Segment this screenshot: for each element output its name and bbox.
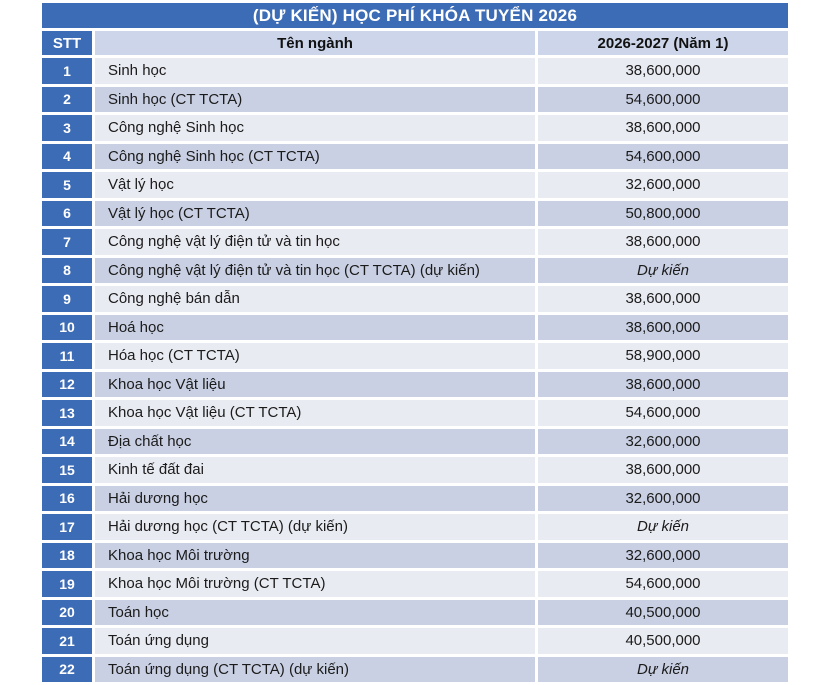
major-name-cell: Khoa học Vật liệu xyxy=(95,371,535,397)
fee-value-cell: 38,600,000 xyxy=(538,371,788,397)
row-number-cell: 14 xyxy=(42,428,92,454)
row-number-cell: 10 xyxy=(42,314,92,340)
fee-table: (DỰ KIẾN) HỌC PHÍ KHÓA TUYỂN 2026 STT Tê… xyxy=(42,3,788,685)
fee-value-cell: 32,600,000 xyxy=(538,172,788,198)
row-number-cell: 19 xyxy=(42,571,92,597)
fee-value-cell: Dự kiến xyxy=(538,257,788,283)
major-name-cell: Công nghệ vật lý điện tử và tin học xyxy=(95,229,535,255)
major-name-cell: Khoa học Môi trường xyxy=(95,542,535,568)
major-name-cell: Hải dương học (CT TCTA) (dự kiến) xyxy=(95,514,535,540)
fee-value-cell: 38,600,000 xyxy=(538,58,788,84)
major-name-cell: Kinh tế đất đai xyxy=(95,457,535,483)
fee-value-cell: 38,600,000 xyxy=(538,115,788,141)
row-number-cell: 1 xyxy=(42,58,92,84)
row-number-cell: 12 xyxy=(42,371,92,397)
fee-value-cell: Dự kiến xyxy=(538,514,788,540)
fee-value-cell: Dự kiến xyxy=(538,656,788,682)
row-number-cell: 13 xyxy=(42,400,92,426)
fee-value-cell: 58,900,000 xyxy=(538,343,788,369)
fee-value-cell: 54,600,000 xyxy=(538,143,788,169)
fee-value-cell: 40,500,000 xyxy=(538,599,788,625)
major-name-cell: Hải dương học xyxy=(95,485,535,511)
row-number-cell: 8 xyxy=(42,257,92,283)
fee-value-cell: 50,800,000 xyxy=(538,200,788,226)
row-number-cell: 6 xyxy=(42,200,92,226)
fee-value-cell: 54,600,000 xyxy=(538,400,788,426)
major-name-cell: Sinh học xyxy=(95,58,535,84)
row-number-cell: 9 xyxy=(42,286,92,312)
row-number-cell: 11 xyxy=(42,343,92,369)
fee-value-cell: 32,600,000 xyxy=(538,542,788,568)
major-name-cell: Công nghệ Sinh học (CT TCTA) xyxy=(95,143,535,169)
fee-value-cell: 40,500,000 xyxy=(538,628,788,654)
major-name-cell: Công nghệ vật lý điện tử và tin học (CT … xyxy=(95,257,535,283)
column-header-stt: STT xyxy=(42,31,92,55)
major-name-cell: Công nghệ Sinh học xyxy=(95,115,535,141)
row-number-cell: 22 xyxy=(42,656,92,682)
major-name-cell: Toán ứng dụng (CT TCTA) (dự kiến) xyxy=(95,656,535,682)
fee-value-cell: 54,600,000 xyxy=(538,86,788,112)
fee-value-cell: 38,600,000 xyxy=(538,229,788,255)
major-name-cell: Địa chất học xyxy=(95,428,535,454)
fee-value-cell: 38,600,000 xyxy=(538,314,788,340)
row-number-cell: 21 xyxy=(42,628,92,654)
row-number-cell: 20 xyxy=(42,599,92,625)
row-number-cell: 15 xyxy=(42,457,92,483)
row-number-cell: 16 xyxy=(42,485,92,511)
major-name-cell: Hoá học xyxy=(95,314,535,340)
major-name-cell: Hóa học (CT TCTA) xyxy=(95,343,535,369)
fee-value-cell: 38,600,000 xyxy=(538,457,788,483)
major-name-cell: Vật lý học (CT TCTA) xyxy=(95,200,535,226)
major-name-cell: Toán ứng dụng xyxy=(95,628,535,654)
row-number-cell: 17 xyxy=(42,514,92,540)
major-name-cell: Vật lý học xyxy=(95,172,535,198)
fee-value-cell: 38,600,000 xyxy=(538,286,788,312)
table-title: (DỰ KIẾN) HỌC PHÍ KHÓA TUYỂN 2026 xyxy=(42,3,788,28)
row-number-cell: 7 xyxy=(42,229,92,255)
column-header-nam-1: 2026-2027 (Năm 1) xyxy=(538,31,788,55)
major-name-cell: Khoa học Vật liệu (CT TCTA) xyxy=(95,400,535,426)
major-name-cell: Khoa học Môi trường (CT TCTA) xyxy=(95,571,535,597)
major-name-cell: Sinh học (CT TCTA) xyxy=(95,86,535,112)
row-number-cell: 4 xyxy=(42,143,92,169)
fee-value-cell: 32,600,000 xyxy=(538,485,788,511)
major-name-cell: Toán học xyxy=(95,599,535,625)
column-header-ten-nganh: Tên ngành xyxy=(95,31,535,55)
fee-value-cell: 32,600,000 xyxy=(538,428,788,454)
row-number-cell: 2 xyxy=(42,86,92,112)
row-number-cell: 3 xyxy=(42,115,92,141)
fee-value-cell: 54,600,000 xyxy=(538,571,788,597)
row-number-cell: 5 xyxy=(42,172,92,198)
row-number-cell: 18 xyxy=(42,542,92,568)
major-name-cell: Công nghệ bán dẫn xyxy=(95,286,535,312)
fee-table-grid: STT Tên ngành 2026-2027 (Năm 1) 1 Sinh họ… xyxy=(42,31,788,685)
